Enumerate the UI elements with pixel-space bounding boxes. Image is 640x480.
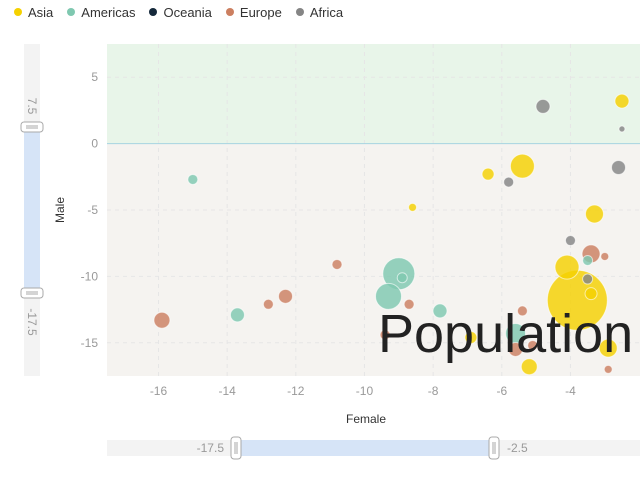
point-europe[interactable] bbox=[403, 298, 415, 310]
x-slider-handle-left[interactable] bbox=[230, 436, 242, 460]
x-tick-label: -16 bbox=[150, 384, 168, 398]
point-africa[interactable] bbox=[611, 160, 627, 176]
x-slider-start-label: -17.5 bbox=[197, 441, 225, 455]
point-asia[interactable] bbox=[584, 287, 598, 301]
point-europe[interactable] bbox=[262, 298, 274, 310]
legend-label: Asia bbox=[28, 4, 54, 20]
x-tick-label: -8 bbox=[428, 384, 439, 398]
point-africa[interactable] bbox=[582, 273, 594, 285]
data-points bbox=[153, 93, 630, 376]
point-europe[interactable] bbox=[278, 288, 294, 304]
point-europe[interactable] bbox=[527, 339, 539, 351]
y-slider-start-label: 7.5 bbox=[25, 98, 39, 115]
x-axis-ticks: -16 -14 -12 -10 -8 -6 -4 bbox=[150, 384, 576, 398]
legend-marker-icon bbox=[295, 8, 304, 16]
point-europe[interactable] bbox=[603, 364, 613, 374]
x-zoom-slider[interactable]: -17.5 -2.5 bbox=[107, 436, 640, 460]
x-slider-handle-right[interactable] bbox=[488, 436, 500, 460]
point-americas[interactable] bbox=[396, 272, 408, 284]
x-tick-label: -4 bbox=[565, 384, 576, 398]
point-americas[interactable] bbox=[187, 173, 199, 185]
point-europe[interactable] bbox=[153, 311, 171, 329]
y-slider-handle-top[interactable] bbox=[20, 121, 44, 133]
grid-lines bbox=[107, 44, 640, 376]
y-zoom-slider[interactable]: 7.5 -17.5 bbox=[20, 44, 44, 376]
y-tick-label: 5 bbox=[91, 70, 98, 84]
chart-title: Population bbox=[378, 304, 633, 364]
point-europe[interactable] bbox=[600, 251, 610, 261]
legend-marker-icon bbox=[67, 8, 76, 16]
background-band-0 bbox=[107, 44, 640, 144]
y-slider-handle-bottom[interactable] bbox=[20, 287, 44, 299]
legend-item-europe[interactable]: Europe bbox=[225, 4, 282, 20]
point-asia[interactable] bbox=[584, 204, 604, 224]
point-europe[interactable] bbox=[516, 305, 528, 317]
point-europe[interactable] bbox=[331, 258, 343, 270]
legend-marker-icon bbox=[149, 8, 158, 16]
point-africa[interactable] bbox=[535, 98, 551, 114]
point-americas[interactable] bbox=[229, 307, 245, 323]
point-americas[interactable] bbox=[582, 254, 594, 266]
legend-label: Oceania bbox=[163, 4, 212, 20]
y-tick-label: -15 bbox=[81, 336, 99, 350]
legend-marker-icon bbox=[225, 8, 234, 16]
y-tick-label: 0 bbox=[91, 137, 98, 151]
x-tick-label: -12 bbox=[287, 384, 305, 398]
y-slider-end-label: -17.5 bbox=[25, 308, 39, 336]
legend-label: Europe bbox=[239, 4, 282, 20]
point-asia[interactable] bbox=[598, 338, 618, 358]
y-axis-ticks: 5 0 -5 -10 -15 bbox=[81, 70, 99, 350]
point-africa[interactable] bbox=[564, 235, 576, 247]
legend-label: Africa bbox=[309, 4, 344, 20]
point-asia[interactable] bbox=[520, 358, 538, 376]
point-asia[interactable] bbox=[464, 330, 478, 344]
y-tick-label: -10 bbox=[81, 269, 99, 283]
point-asia[interactable] bbox=[614, 93, 630, 109]
legend-item-asia[interactable]: Asia bbox=[14, 5, 53, 20]
point-europe[interactable] bbox=[508, 341, 524, 357]
point-asia[interactable] bbox=[481, 167, 495, 181]
legend: Asia Americas Oceania Europe Africa bbox=[14, 4, 343, 20]
x-slider-end-label: -2.5 bbox=[507, 441, 528, 455]
legend-marker-icon bbox=[14, 8, 22, 16]
x-tick-label: -6 bbox=[496, 384, 507, 398]
y-slider-range[interactable] bbox=[24, 127, 40, 293]
legend-item-americas[interactable]: Americas bbox=[67, 5, 135, 20]
point-africa[interactable] bbox=[503, 176, 515, 188]
x-tick-label: -14 bbox=[218, 384, 236, 398]
legend-item-oceania[interactable]: Oceania bbox=[149, 4, 212, 20]
x-tick-label: -10 bbox=[356, 384, 374, 398]
point-americas[interactable] bbox=[432, 303, 448, 319]
point-europe[interactable] bbox=[379, 329, 391, 341]
point-asia[interactable] bbox=[408, 202, 418, 212]
legend-item-africa[interactable]: Africa bbox=[295, 4, 344, 20]
y-tick-label: -5 bbox=[87, 203, 98, 217]
legend-label: Americas bbox=[81, 4, 136, 20]
point-americas[interactable] bbox=[375, 282, 403, 310]
x-axis-label: Female bbox=[346, 412, 386, 426]
x-slider-range[interactable] bbox=[236, 440, 494, 456]
point-africa[interactable] bbox=[618, 125, 626, 133]
y-axis-label: Male bbox=[53, 197, 67, 223]
point-asia[interactable] bbox=[509, 153, 535, 179]
point-asia[interactable] bbox=[554, 254, 580, 280]
